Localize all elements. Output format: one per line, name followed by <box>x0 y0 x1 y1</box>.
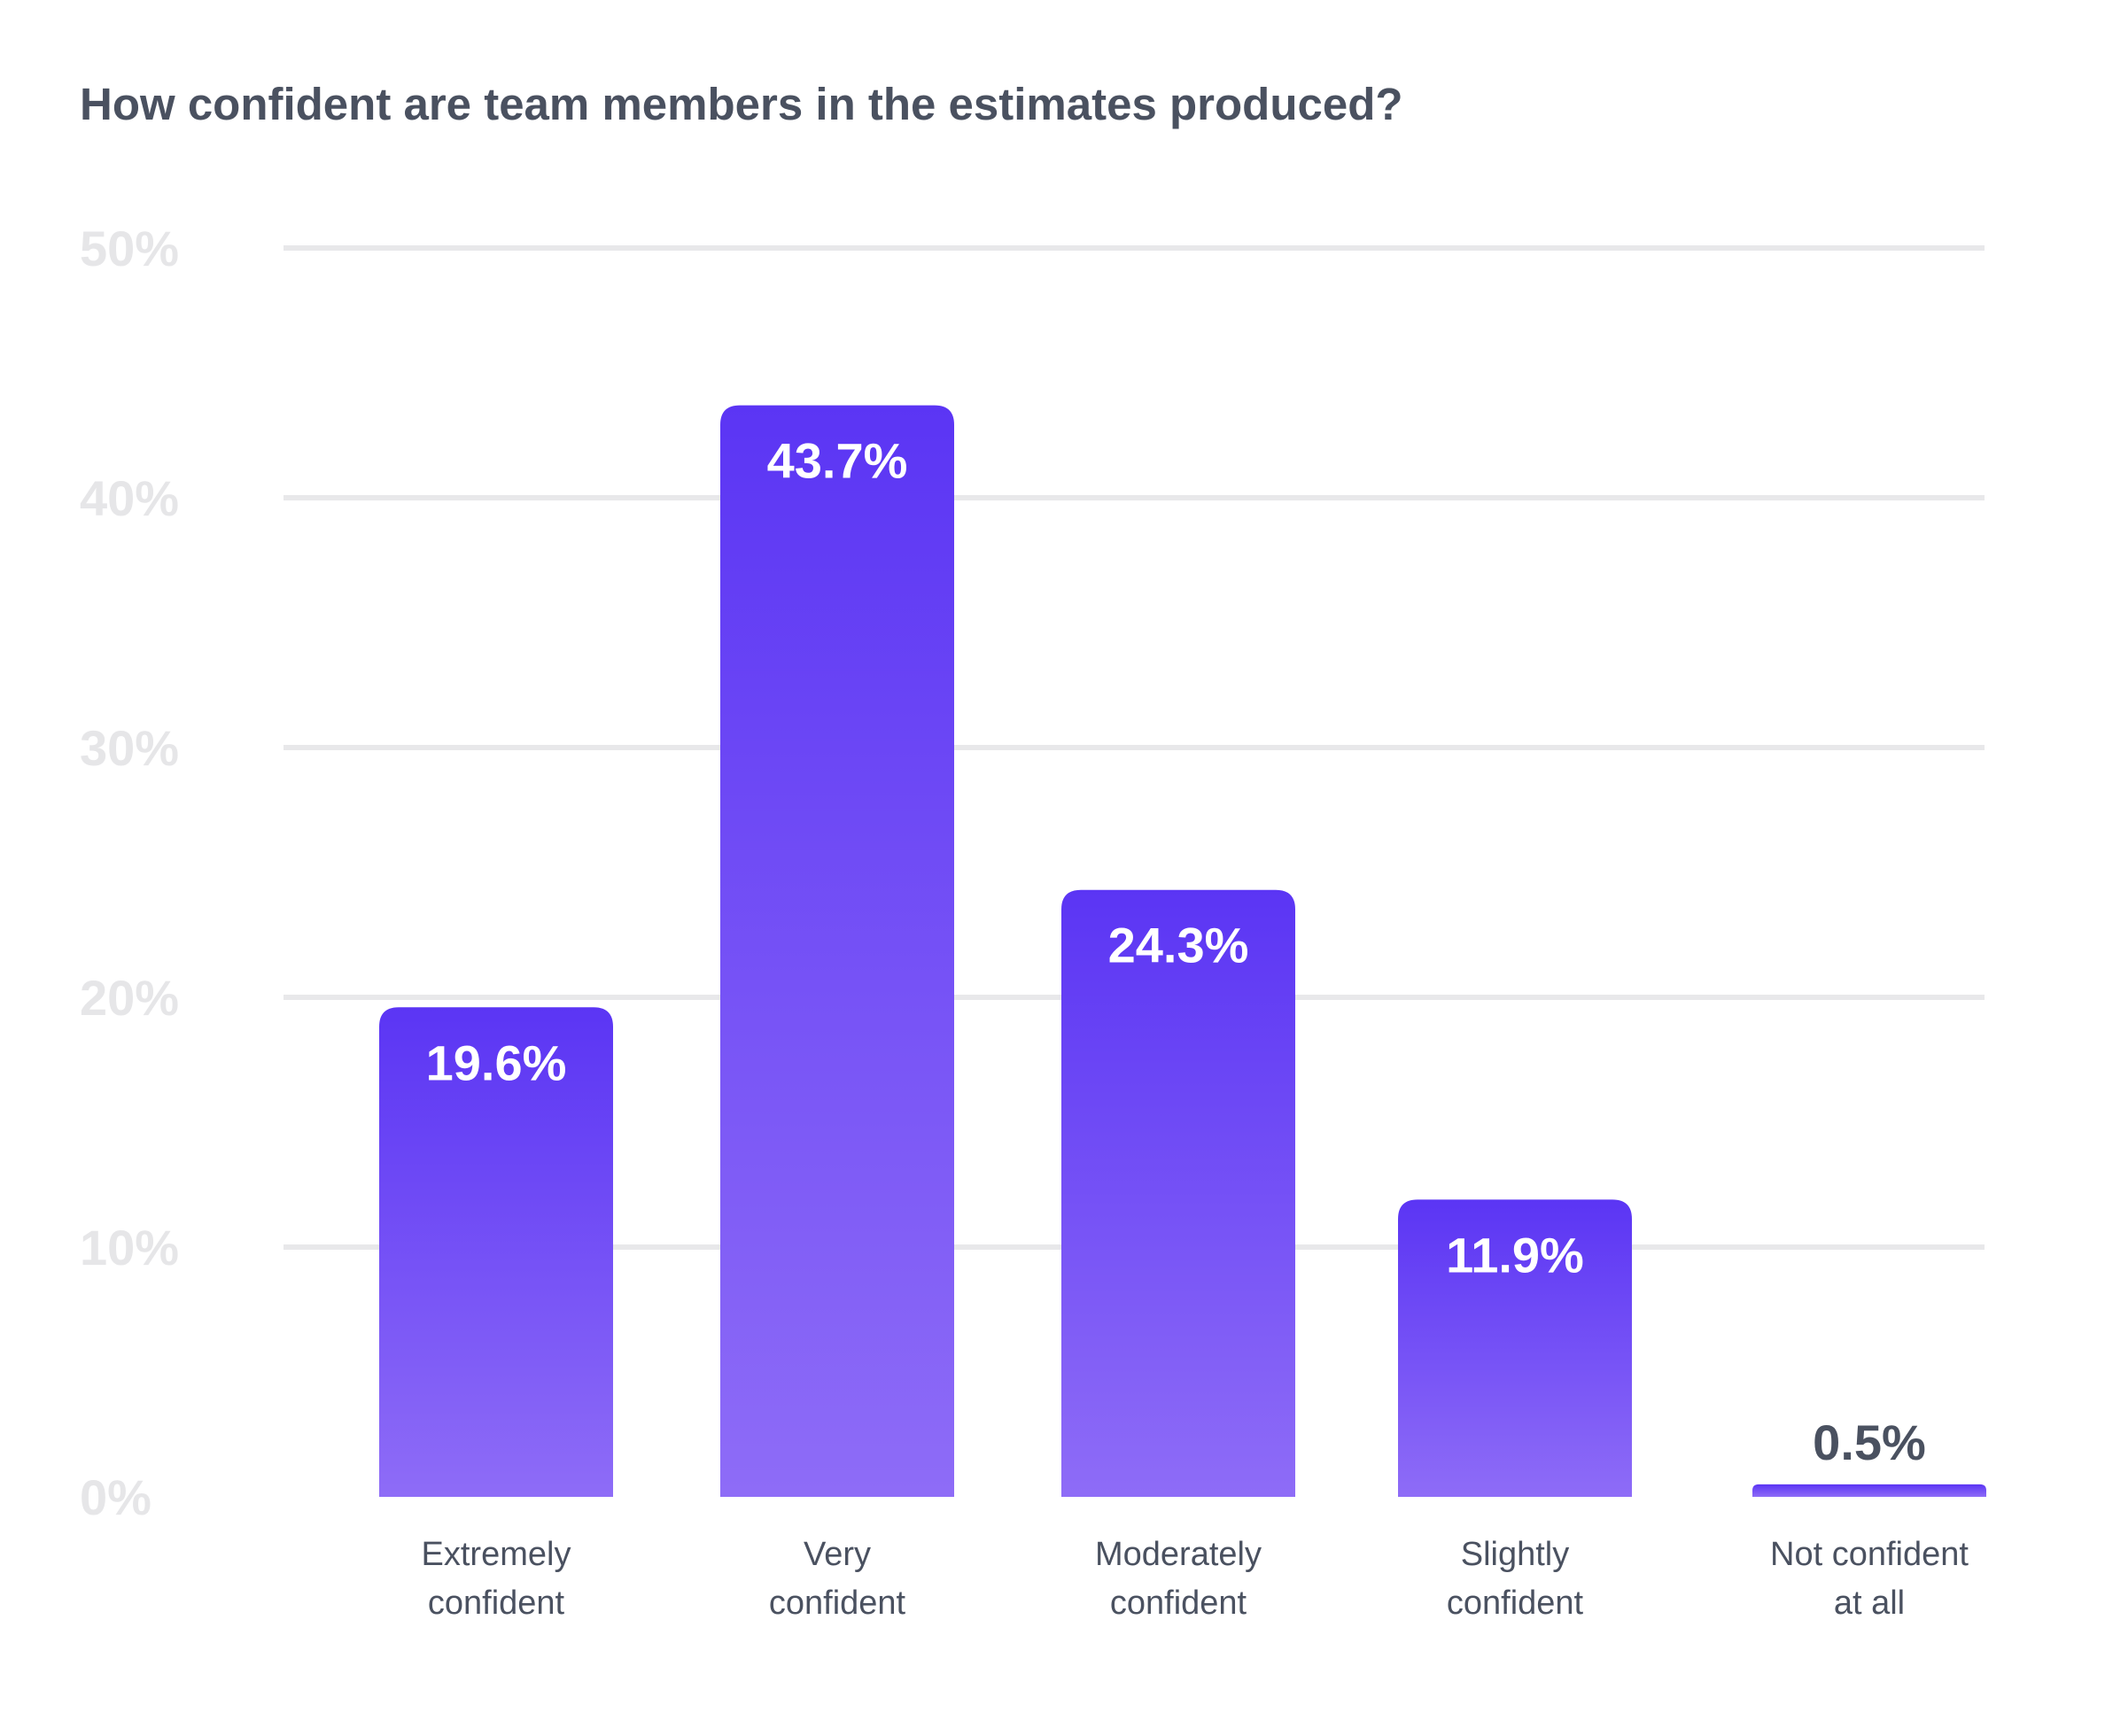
y-tick-label: 50% <box>80 221 179 276</box>
y-axis: 0% 10% 20% 30% 40% 50% <box>80 221 179 1525</box>
data-label: 19.6% <box>426 1035 567 1090</box>
bar <box>720 405 954 1497</box>
data-label: 24.3% <box>1108 918 1249 973</box>
data-label: 0.5% <box>1813 1414 1926 1470</box>
x-axis: Extremely confident Very confident Moderatel… <box>422 1536 1969 1622</box>
x-tick-label: confident <box>769 1585 906 1622</box>
x-tick-label: Extremely <box>422 1536 571 1573</box>
bar <box>1061 889 1295 1497</box>
y-tick-label: 0% <box>80 1469 151 1525</box>
x-tick-label: Not confident <box>1770 1536 1969 1573</box>
y-tick-label: 20% <box>80 970 179 1026</box>
bar <box>1752 1484 1986 1497</box>
chart-title: How confident are team members in the es… <box>80 79 1403 129</box>
x-tick-label: confident <box>1447 1585 1584 1622</box>
y-tick-label: 30% <box>80 720 179 776</box>
x-tick-label: at all <box>1834 1585 1905 1622</box>
y-tick-label: 40% <box>80 470 179 526</box>
bar <box>1398 1199 1632 1497</box>
y-tick-label: 10% <box>80 1220 179 1275</box>
x-tick-label: confident <box>1110 1585 1247 1622</box>
x-tick-label: Moderately <box>1095 1536 1262 1573</box>
bars <box>379 405 1986 1497</box>
bar <box>379 1007 613 1497</box>
data-label: 43.7% <box>767 433 908 489</box>
x-tick-label: Very <box>804 1536 871 1573</box>
data-labels: 19.6% 43.7% 24.3% 11.9% 0.5% <box>426 433 1926 1470</box>
data-label: 11.9% <box>1446 1227 1584 1283</box>
x-tick-label: confident <box>428 1585 565 1622</box>
x-tick-label: Slightly <box>1461 1536 1570 1573</box>
